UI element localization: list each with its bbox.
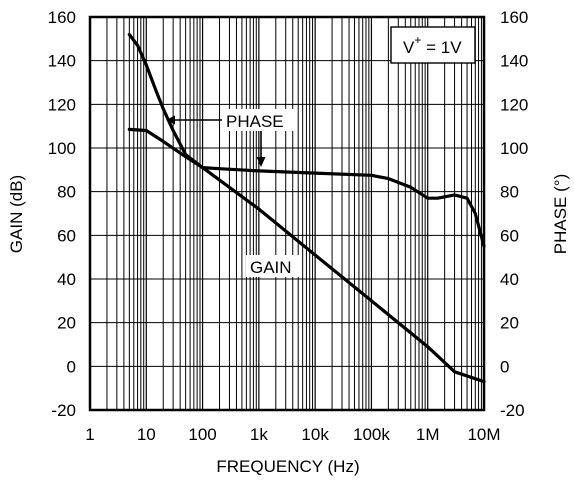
- y-right-tick-labels: 160 140 120 100 80 60 40 20 0 -20: [500, 8, 528, 420]
- y-tick-label: 120: [48, 95, 76, 114]
- x-tick-label: 10: [137, 425, 156, 444]
- phase-arrow-left-head: [166, 115, 175, 125]
- condition-text: V+ = 1V: [403, 33, 462, 57]
- x-axis-title: FREQUENCY (Hz): [216, 457, 359, 476]
- y2-tick-label: 60: [500, 226, 519, 245]
- y-tick-label: 160: [48, 8, 76, 27]
- y2-tick-label: 120: [500, 95, 528, 114]
- gain-label: GAIN: [250, 258, 292, 277]
- y-tick-label: 0: [67, 357, 76, 376]
- y2-tick-label: 140: [500, 52, 528, 71]
- y-left-tick-labels: 160 140 120 100 80 60 40 20 0 -20: [48, 8, 76, 420]
- plot-frame: [88, 15, 486, 412]
- grid-lines: [89, 16, 484, 411]
- y-tick-label: 80: [57, 183, 76, 202]
- condition-box: [390, 26, 476, 64]
- x-tick-label: 10M: [467, 425, 500, 444]
- phase-arrow-down-head: [256, 157, 266, 167]
- x-tick-label: 1M: [416, 425, 440, 444]
- y2-tick-label: 160: [500, 8, 528, 27]
- series-gain-line: [127, 127, 486, 384]
- y-tick-label: 140: [48, 52, 76, 71]
- y2-tick-label: 40: [500, 270, 519, 289]
- series-phase-line: [127, 32, 486, 248]
- y-tick-label: 20: [57, 314, 76, 333]
- y2-axis-title: PHASE (°): [551, 174, 570, 254]
- y2-tick-label: 100: [500, 139, 528, 158]
- phase-label-bg: [222, 109, 297, 131]
- y2-tick-label: 20: [500, 314, 519, 333]
- y2-tick-label: 0: [500, 357, 509, 376]
- y-tick-label: 100: [48, 139, 76, 158]
- x-tick-label: 1: [85, 425, 94, 444]
- y-tick-label: -20: [51, 401, 76, 420]
- x-tick-label: 1k: [250, 425, 268, 444]
- x-tick-labels: 1 10 100 1k 10k 100k 1M 10M: [85, 425, 500, 444]
- y-axis-title: GAIN (dB): [7, 175, 26, 253]
- phase-label: PHASE: [226, 112, 284, 131]
- x-tick-label: 10k: [301, 425, 329, 444]
- gain-label-bg: [246, 255, 302, 277]
- y-tick-label: 60: [57, 226, 76, 245]
- y2-tick-label: 80: [500, 183, 519, 202]
- y2-tick-label: -20: [500, 401, 525, 420]
- x-tick-label: 100k: [353, 425, 390, 444]
- y-tick-label: 40: [57, 270, 76, 289]
- series-lines: [127, 32, 486, 384]
- x-tick-label: 100: [188, 425, 216, 444]
